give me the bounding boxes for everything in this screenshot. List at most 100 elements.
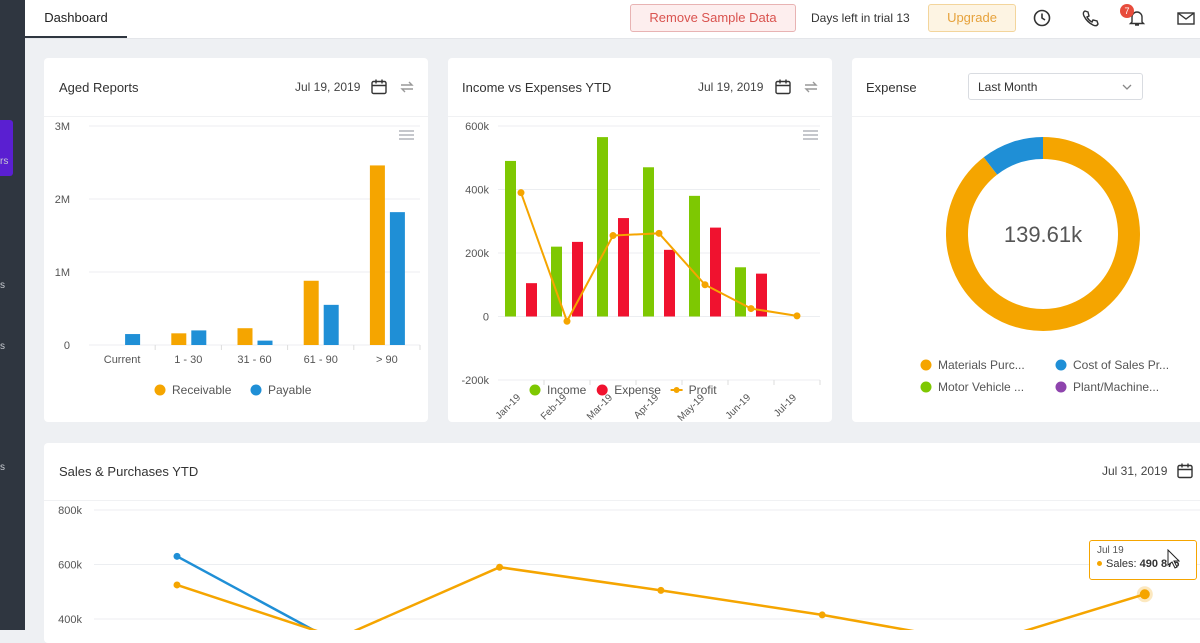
series-point [818, 611, 826, 619]
legend-marker [529, 384, 541, 396]
phone-icon[interactable] [1079, 7, 1101, 29]
cursor-icon [1167, 549, 1180, 569]
bar [526, 283, 537, 317]
x-tick-label: Jul-19 [772, 392, 799, 419]
chart-menu-icon [803, 130, 818, 132]
sidebar-item-label[interactable]: rs [0, 156, 9, 167]
calendar-icon[interactable] [774, 78, 792, 96]
legend-label: Materials Purc... [938, 358, 1025, 372]
sidebar-active-item[interactable] [0, 120, 13, 176]
expense-card: Expense 139.61k Materials Purc... Cost of … [852, 58, 1200, 422]
profit-point [655, 229, 663, 237]
y-tick-label: 0 [64, 340, 70, 352]
bar [618, 218, 629, 317]
upgrade-button[interactable]: Upgrade [928, 4, 1016, 32]
calendar-icon[interactable] [1176, 462, 1194, 480]
y-tick-label: 400k [465, 185, 489, 197]
sidebar: rs s s s [0, 0, 25, 630]
legend-label: Profit [689, 383, 718, 397]
bar [735, 267, 746, 317]
series-line [176, 565, 1146, 630]
legend-label: Plant/Machine... [1073, 380, 1159, 394]
legend-label: Cost of Sales Pr... [1073, 358, 1169, 372]
series-point [173, 552, 181, 560]
x-tick-label: Jan-19 [494, 392, 524, 422]
y-tick-label: 400k [58, 614, 82, 626]
y-tick-label: 800k [58, 505, 82, 517]
y-tick-label: 2M [55, 194, 70, 206]
y-tick-label: -200k [461, 375, 489, 387]
chart-menu-icon [399, 138, 414, 140]
x-tick-label: 31 - 60 [237, 354, 271, 366]
profit-point [701, 281, 709, 289]
card-date: Jul 19, 2019 [295, 80, 361, 94]
sidebar-item-label[interactable]: s [0, 280, 5, 291]
y-tick-label: 200k [465, 248, 489, 260]
x-tick-label: Jun-19 [724, 392, 754, 422]
x-tick-label: Current [104, 354, 141, 366]
bar [125, 334, 141, 345]
chart-menu-icon [803, 134, 818, 136]
tab-dashboard[interactable]: Dashboard [25, 0, 127, 38]
y-tick-label: 600k [58, 560, 82, 572]
y-tick-label: 600k [465, 121, 489, 133]
income-expenses-card: Income vs Expenses YTD Jul 19, 2019 -200… [448, 58, 832, 422]
series-point [1139, 589, 1150, 600]
bar [171, 333, 187, 345]
chart-menu-icon [803, 138, 818, 140]
legend-marker [1055, 381, 1067, 393]
x-tick-label: 61 - 90 [304, 354, 338, 366]
legend-marker [596, 384, 608, 396]
donut-center-value: 139.61k [1004, 222, 1083, 247]
legend-marker [920, 381, 932, 393]
legend-marker [250, 384, 262, 396]
legend-label: Receivable [172, 383, 232, 397]
profit-point [563, 317, 571, 325]
bar [643, 167, 654, 317]
period-select-value: Last Month [978, 80, 1038, 94]
sidebar-item-label[interactable]: s [0, 462, 5, 473]
sidebar-item-label[interactable]: s [0, 341, 5, 352]
bar [191, 330, 207, 345]
profit-point [609, 232, 617, 240]
y-tick-label: 3M [55, 121, 70, 133]
legend-label: Payable [268, 383, 312, 397]
tooltip-date: Jul 19 [1097, 545, 1124, 556]
refresh-icon[interactable] [398, 78, 416, 96]
sales-purchases-chart: 400k 600k 800k [58, 505, 1200, 630]
bar [689, 195, 700, 317]
remove-sample-data-button[interactable]: Remove Sample Data [630, 4, 796, 32]
bell-icon[interactable] [1126, 7, 1148, 29]
chart-menu-icon [399, 130, 414, 132]
card-title: Sales & Purchases YTD [59, 464, 199, 479]
chevron-down-icon [1122, 84, 1132, 90]
legend-label: Motor Vehicle ... [938, 380, 1024, 394]
period-select[interactable]: Last Month [968, 73, 1143, 100]
bar [257, 340, 273, 345]
top-bar: Dashboard Remove Sample Data Days left i… [25, 0, 1200, 39]
clock-icon[interactable] [1031, 7, 1053, 29]
legend-label: Expense [614, 383, 661, 397]
bar [369, 165, 385, 345]
bar [303, 280, 319, 345]
card-date: Jul 31, 2019 [1102, 464, 1168, 478]
tooltip-marker [1097, 561, 1102, 566]
card-date: Jul 19, 2019 [698, 80, 764, 94]
bar [389, 212, 405, 345]
legend-marker [1055, 359, 1067, 371]
donut-slice [946, 137, 1140, 331]
y-tick-label: 1M [55, 267, 70, 279]
refresh-icon[interactable] [802, 78, 820, 96]
profit-point [793, 312, 801, 320]
aged-reports-chart: 0 1M 2M 3M Current 1 - 30 31 - 60 61 - 90 > 90 Re… [55, 121, 421, 397]
notification-badge: 7 [1120, 4, 1134, 18]
mail-icon[interactable] [1175, 7, 1197, 29]
x-tick-label: > 90 [376, 354, 398, 366]
series-point [496, 563, 504, 571]
legend-marker [154, 384, 166, 396]
bar [505, 160, 516, 317]
calendar-icon[interactable] [370, 78, 388, 96]
card-title: Expense [866, 80, 917, 95]
series-point [657, 586, 665, 594]
legend-marker [920, 359, 932, 371]
